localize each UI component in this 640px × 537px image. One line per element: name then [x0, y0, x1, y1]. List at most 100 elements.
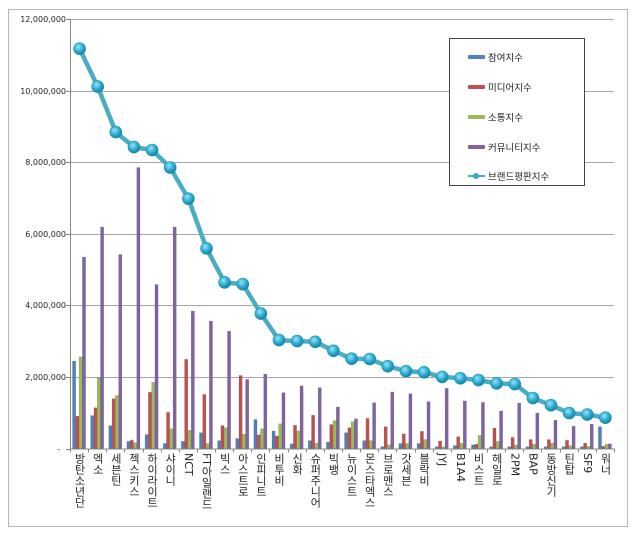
x-tick-label: 슈퍼주니어 — [308, 453, 322, 508]
bar-1 — [308, 440, 312, 449]
brand-line-point — [345, 352, 358, 366]
bar-4 — [227, 330, 231, 449]
bar-3 — [242, 433, 246, 449]
bar-2 — [311, 415, 315, 449]
bar-2 — [75, 416, 80, 449]
bar-4 — [354, 418, 358, 449]
bar-4 — [281, 392, 286, 449]
x-tick-label: 블락비 — [417, 453, 431, 486]
bar-3 — [296, 430, 301, 449]
brand-line-point — [272, 333, 286, 347]
x-tick-label: B1A4 — [453, 453, 467, 483]
bar-4 — [608, 443, 612, 449]
x-tick-label: 세븐틴 — [109, 453, 123, 486]
bar-1 — [598, 426, 602, 449]
brand-line-point — [472, 373, 485, 387]
bar-4 — [589, 423, 594, 449]
bar-1 — [271, 430, 276, 449]
bar-4 — [100, 226, 104, 449]
x-tick-label: 비투비 — [272, 453, 286, 486]
bar-1 — [326, 441, 330, 449]
bar-1 — [362, 440, 367, 449]
bar-3 — [314, 442, 319, 449]
brand-line-point — [417, 365, 431, 379]
bar-4 — [553, 420, 558, 449]
bar-4 — [118, 254, 123, 449]
bar-2 — [528, 439, 533, 449]
bar-1 — [416, 443, 421, 449]
bar-2 — [129, 440, 134, 449]
bars — [72, 167, 612, 449]
bar-4 — [499, 410, 503, 449]
bar-4 — [154, 284, 159, 449]
bar-4 — [535, 412, 540, 449]
bar-4 — [136, 167, 141, 449]
legend-label: 커뮤니티지수 — [488, 143, 541, 154]
bar-4 — [426, 401, 431, 449]
bar-1 — [471, 444, 475, 449]
bar-3 — [586, 446, 591, 449]
brand-line-point — [363, 352, 377, 366]
x-tick-label: 하이라이트 — [145, 453, 159, 508]
bar-4 — [408, 393, 413, 449]
legend-label: 참여지수 — [488, 53, 523, 64]
bar-4 — [245, 379, 250, 449]
brand-line-point — [381, 359, 395, 373]
bar-4 — [571, 426, 576, 449]
x-tick-label: BAP — [526, 453, 540, 475]
bar-4 — [263, 373, 268, 449]
x-tick-label: 샤이니 — [163, 453, 177, 486]
x-tick-label: 젝스키스 — [127, 453, 141, 497]
bar-1 — [289, 443, 294, 449]
bar-3 — [532, 444, 536, 449]
bar-4 — [190, 310, 195, 449]
bar-1 — [380, 446, 385, 449]
bar-2 — [492, 427, 497, 449]
bar-2 — [93, 407, 98, 449]
bar-2 — [583, 442, 587, 449]
y-tick-label: 6,000,000 — [25, 229, 66, 239]
bar-1 — [543, 446, 548, 449]
brand-line-point — [73, 42, 86, 56]
brand-line-point — [599, 411, 612, 425]
brand-line-point — [91, 80, 104, 93]
x-tick-label: 비스트 — [472, 453, 485, 486]
bar-1 — [580, 446, 584, 449]
bar-3 — [332, 420, 337, 449]
bar-3 — [459, 442, 464, 449]
bar-3 — [187, 430, 192, 449]
bar-2 — [256, 434, 261, 449]
x-tick-label: 뉴이스트 — [345, 453, 359, 497]
bar-2 — [329, 424, 334, 449]
bar-3 — [423, 439, 428, 449]
bar-1 — [525, 446, 530, 449]
brand-line-point — [435, 370, 449, 384]
brand-line-point — [544, 398, 558, 412]
bar-2 — [438, 440, 442, 449]
bar-3 — [260, 428, 264, 449]
gridlines — [70, 19, 614, 378]
bar-1 — [126, 441, 131, 449]
legend-swatch-red — [468, 85, 485, 89]
x-tick-label: 헤일로 — [490, 453, 504, 486]
bar-1 — [561, 446, 566, 449]
x-tick-label: 인피니트 — [254, 453, 268, 497]
bar-4 — [82, 256, 86, 449]
x-tick-label: 엑소 — [91, 453, 105, 475]
bar-1 — [507, 446, 512, 449]
bar-3 — [169, 428, 174, 449]
bar-2 — [383, 426, 388, 449]
legend-label: 미디어지수 — [488, 83, 532, 94]
bar-2 — [220, 425, 225, 449]
x-tick-label: 빅스 — [218, 453, 232, 475]
legend-swatch-green — [468, 115, 485, 119]
brand-line-point — [508, 377, 522, 391]
brand-line-point — [562, 406, 576, 420]
brand-line-point — [308, 335, 322, 349]
bar-4 — [390, 391, 395, 449]
brand-line-point — [218, 276, 231, 289]
bar-4 — [172, 226, 177, 449]
bar-3 — [223, 427, 228, 449]
y-tick-label: 12,000,000 — [20, 14, 66, 24]
brand-line-point — [290, 334, 304, 348]
